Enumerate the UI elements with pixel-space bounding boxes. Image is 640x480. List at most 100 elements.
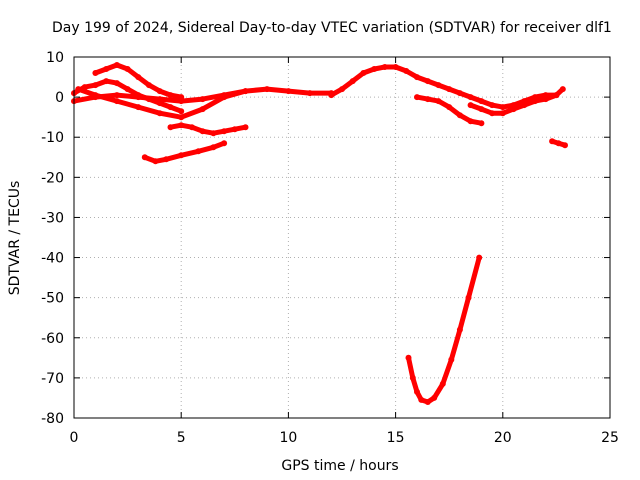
data-point-s8 — [510, 106, 517, 113]
x-tick-label: 20 — [494, 430, 512, 446]
data-point-s9 — [424, 96, 431, 103]
data-point-s7 — [349, 78, 356, 85]
data-point-s3 — [178, 94, 185, 101]
data-point-s3 — [103, 66, 110, 72]
y-tick-label: -20 — [41, 170, 64, 186]
data-point-s11 — [465, 294, 472, 301]
x-tick-label: 25 — [601, 430, 619, 446]
data-point-s8 — [553, 92, 560, 99]
x-axis-title: GPS time / hours — [281, 458, 398, 474]
data-point-s4 — [242, 88, 249, 95]
data-point-s5 — [188, 124, 195, 131]
y-tick-label: -10 — [41, 130, 64, 146]
data-point-s7 — [499, 104, 506, 111]
data-point-s5 — [231, 126, 238, 133]
data-point-s9 — [446, 104, 453, 111]
x-tick-label: 0 — [70, 430, 79, 446]
data-point-s6 — [221, 140, 228, 147]
data-point-s2 — [264, 86, 270, 93]
data-point-s2 — [113, 92, 120, 99]
y-tick-label: 10 — [46, 50, 64, 66]
data-point-s5 — [242, 124, 249, 131]
data-point-s3 — [167, 92, 174, 99]
data-point-s7 — [424, 78, 431, 85]
y-tick-label: -50 — [41, 291, 64, 307]
data-point-s7 — [456, 90, 463, 97]
series-layer — [71, 62, 568, 405]
data-point-s1 — [92, 82, 99, 89]
tick-layer: 0 5 10 15 20 25 10 0 -10 -20 -30 -40 -50 -60 -70 -80 — [41, 50, 619, 446]
data-point-s4 — [156, 110, 163, 117]
data-point-s4 — [178, 114, 185, 121]
data-point-s9 — [435, 98, 442, 105]
data-point-s9 — [467, 118, 474, 125]
data-point-s1 — [124, 86, 131, 93]
data-point-s9 — [414, 94, 420, 101]
chart-title: Day 199 of 2024, Sidereal Day-to-day VTE… — [52, 20, 612, 36]
data-point-s6 — [210, 144, 217, 151]
data-point-s11 — [418, 396, 425, 403]
data-point-s7 — [467, 94, 474, 101]
data-point-s2 — [156, 96, 163, 103]
data-point-s5 — [210, 130, 217, 137]
data-point-s8 — [478, 106, 485, 113]
data-point-s6 — [152, 158, 159, 165]
y-axis-title: SDTVAR / TECUs — [7, 181, 23, 296]
data-point-s6 — [141, 154, 148, 161]
data-point-s2 — [306, 90, 313, 97]
data-point-s11 — [476, 254, 483, 261]
y-tick-label: 0 — [55, 90, 64, 106]
data-point-s3 — [146, 82, 152, 89]
y-tick-label: -60 — [41, 331, 64, 347]
data-point-s7 — [489, 102, 496, 109]
data-point-s3 — [113, 62, 120, 68]
data-point-s7 — [328, 92, 335, 99]
data-point-s3 — [156, 88, 163, 95]
data-point-s10 — [549, 138, 556, 145]
data-point-s2 — [285, 88, 292, 95]
data-point-s4 — [92, 92, 99, 99]
data-point-s5 — [178, 122, 185, 129]
data-point-s7 — [478, 98, 485, 105]
data-point-s11 — [405, 354, 412, 361]
data-point-s4 — [199, 106, 206, 113]
data-point-s8 — [489, 110, 496, 117]
data-point-s8 — [521, 102, 528, 109]
data-point-s2 — [199, 96, 206, 103]
data-point-s4 — [113, 98, 120, 105]
y-tick-label: -70 — [41, 371, 64, 387]
x-tick-label: 15 — [387, 430, 405, 446]
data-point-s7 — [381, 64, 388, 70]
data-point-s8 — [467, 102, 474, 109]
data-point-s8 — [532, 98, 538, 105]
data-point-s3 — [135, 74, 142, 81]
data-point-s11 — [439, 380, 446, 387]
data-point-s10 — [555, 140, 562, 147]
plot-frame — [73, 56, 611, 419]
data-point-s8 — [542, 96, 549, 103]
data-point-s11 — [448, 356, 455, 363]
data-point-s1 — [178, 108, 185, 115]
x-tick-label: 5 — [177, 430, 186, 446]
data-point-s9 — [478, 120, 485, 127]
data-point-s5 — [221, 128, 228, 135]
data-point-s7 — [435, 82, 442, 89]
data-point-s11 — [431, 394, 438, 401]
data-point-s8 — [499, 110, 506, 117]
data-point-s4 — [221, 94, 228, 101]
data-point-s2 — [135, 94, 142, 101]
data-point-s4 — [75, 86, 82, 93]
y-tick-label: -40 — [41, 251, 64, 267]
data-point-s7 — [339, 86, 345, 93]
data-point-s10 — [562, 142, 568, 149]
data-point-s11 — [456, 326, 463, 333]
data-point-s6 — [178, 152, 185, 159]
data-point-s3 — [92, 70, 99, 76]
data-point-s1 — [103, 78, 110, 85]
data-point-s6 — [195, 148, 202, 155]
data-point-s11 — [409, 374, 416, 381]
data-point-s4 — [135, 104, 142, 111]
x-tick-label: 10 — [279, 430, 297, 446]
data-point-s7 — [414, 74, 420, 81]
